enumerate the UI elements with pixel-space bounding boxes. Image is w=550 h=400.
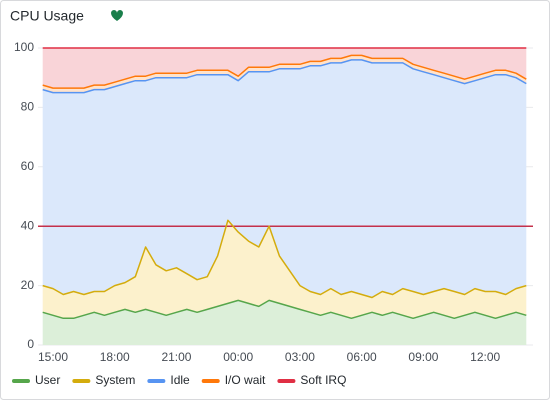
area-fill bbox=[42, 48, 527, 89]
x-tick-label: 21:00 bbox=[161, 350, 191, 364]
area-fill bbox=[42, 59, 527, 298]
y-tick-label: 80 bbox=[21, 100, 35, 114]
legend-label: System bbox=[95, 373, 135, 387]
x-tick-label: 09:00 bbox=[408, 350, 438, 364]
series-line bbox=[42, 54, 527, 89]
legend-label: User bbox=[35, 373, 60, 387]
legend-label: Idle bbox=[170, 373, 190, 387]
y-tick-label: 0 bbox=[27, 337, 34, 351]
series-line bbox=[42, 219, 527, 299]
y-tick-label: 40 bbox=[21, 218, 35, 232]
y-tick-label: 100 bbox=[14, 40, 34, 54]
panel-title: CPU Usage bbox=[10, 8, 84, 24]
legend: User System Idle I/O wait Soft IRQ bbox=[12, 373, 346, 387]
y-tick-label: 60 bbox=[21, 159, 35, 173]
plot: 0 20 40 60 80 100 15:00 18:00 21:00 00:00 03:00 06:… bbox=[14, 40, 533, 364]
y-tick-label: 20 bbox=[21, 278, 35, 292]
heart-icon[interactable] bbox=[111, 10, 123, 21]
area-fill bbox=[42, 220, 527, 319]
series-line bbox=[42, 299, 527, 320]
x-tick-label: 15:00 bbox=[38, 350, 68, 364]
x-tick-label: 12:00 bbox=[470, 350, 500, 364]
x-tick-label: 18:00 bbox=[100, 350, 130, 364]
x-tick-label: 06:00 bbox=[347, 350, 377, 364]
legend-label: I/O wait bbox=[225, 373, 266, 387]
area-fill bbox=[42, 300, 527, 345]
series-line bbox=[42, 59, 527, 94]
x-tick-label: 00:00 bbox=[223, 350, 253, 364]
x-tick-label: 03:00 bbox=[285, 350, 315, 364]
area-fill bbox=[42, 55, 527, 93]
legend-label: Soft IRQ bbox=[300, 373, 346, 387]
